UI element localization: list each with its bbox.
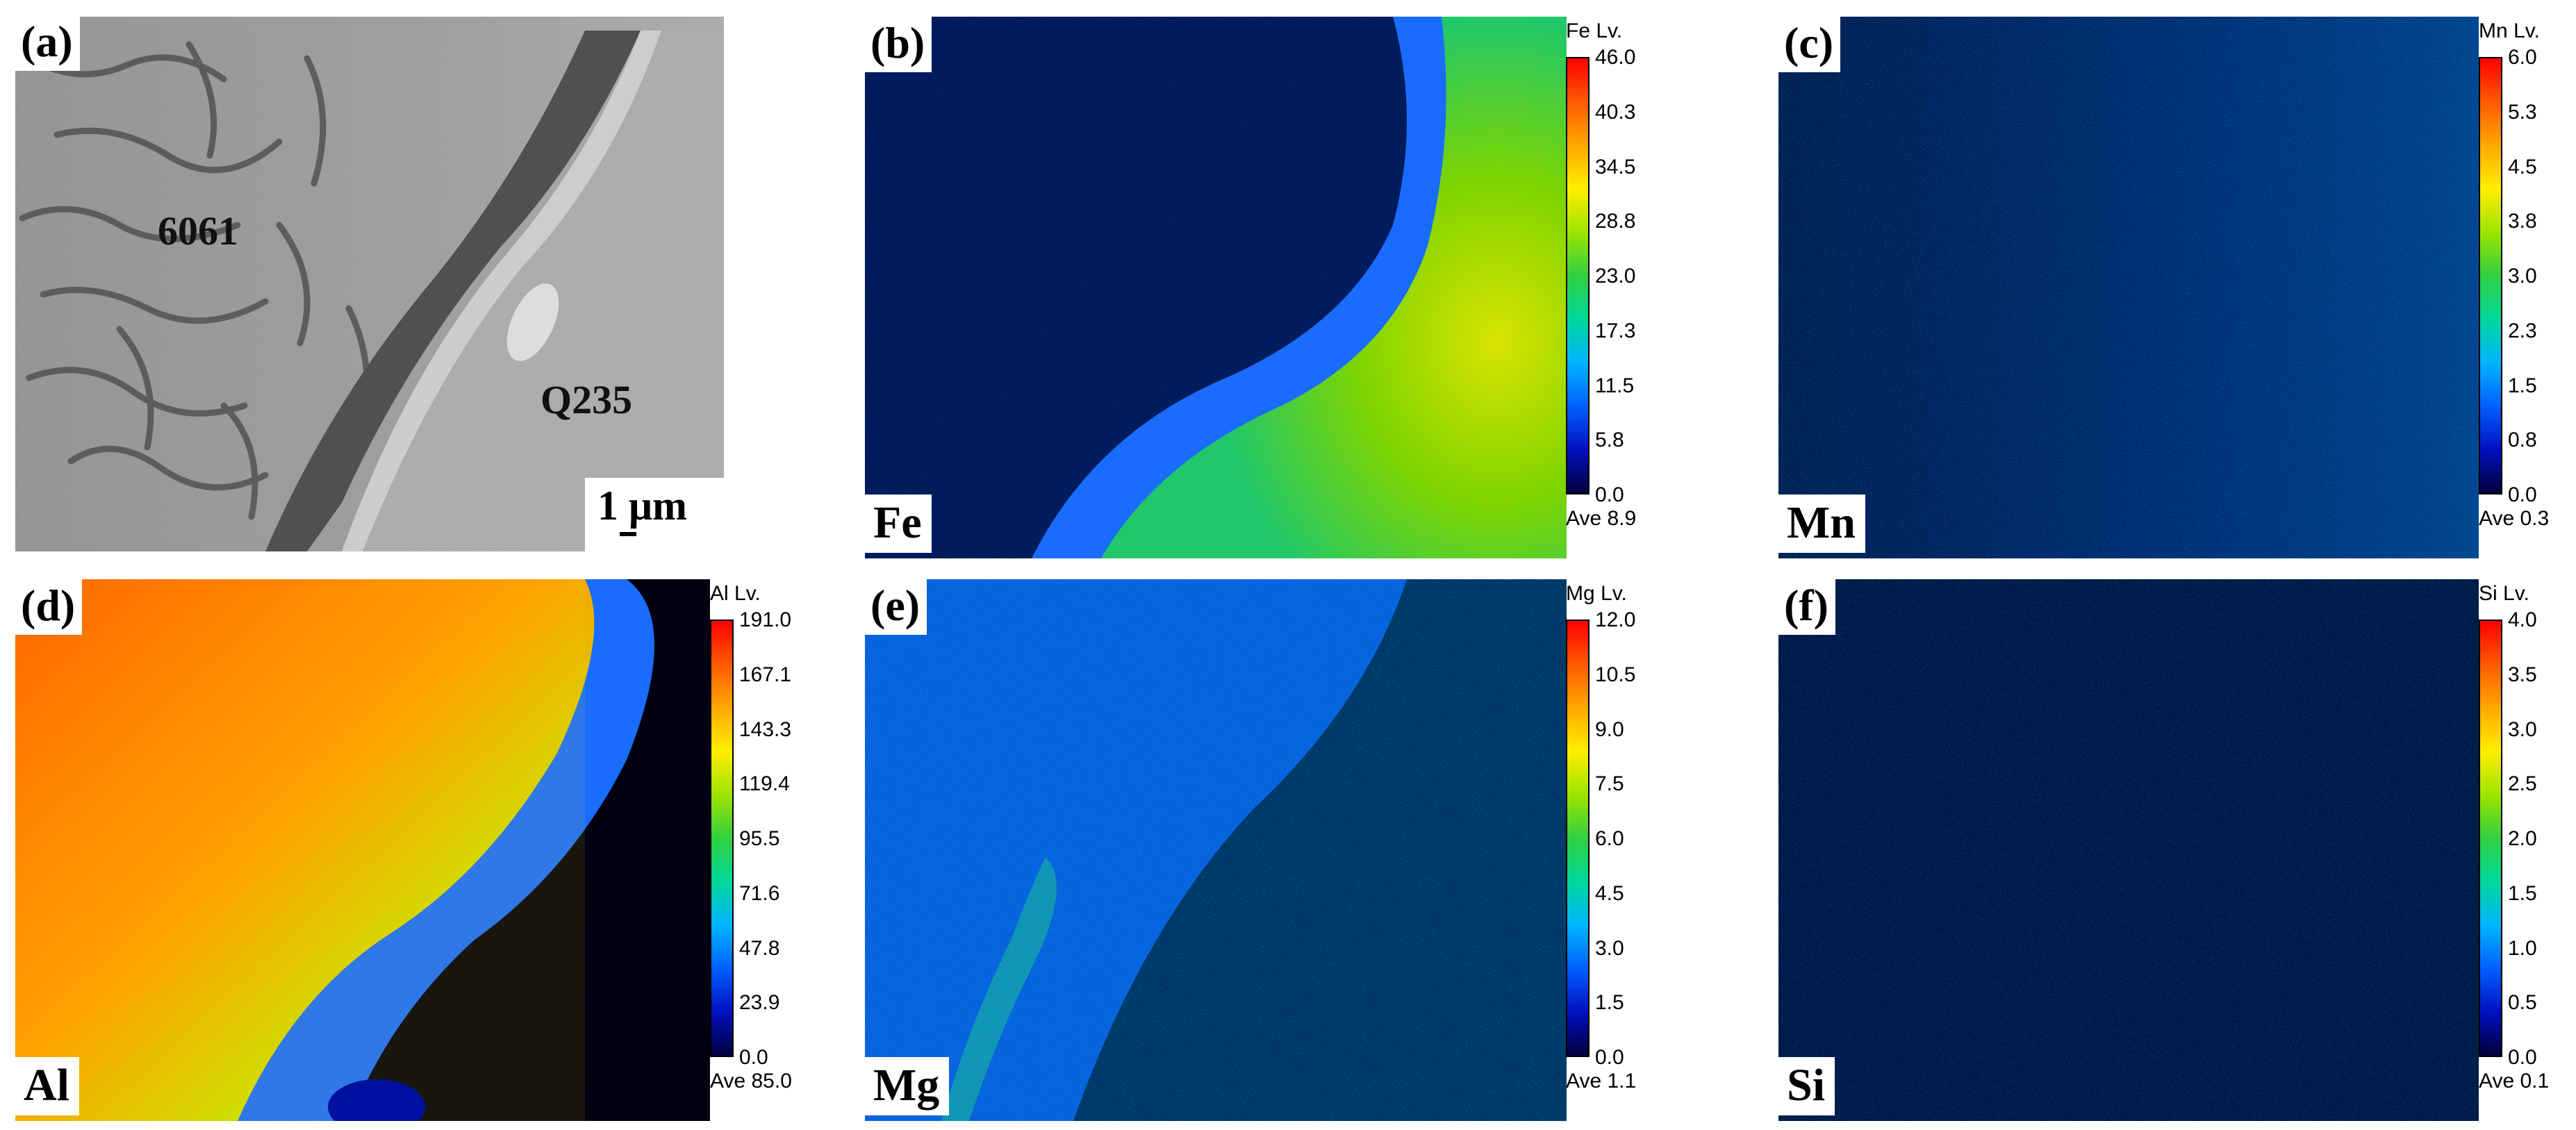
al-map-panel: (d) Al: [15, 579, 710, 1121]
si-element-label: Si: [1778, 1057, 1835, 1115]
al-element-label: Al: [15, 1057, 79, 1115]
colorbar-gradient: [710, 620, 734, 1057]
si-colorbar: Si Lv. 4.0 3.5 3.0 2.5 2.0 1.5 1.0 0.5 0.0 Ave 0.1: [2479, 579, 2569, 1121]
scale-bar-line: [620, 532, 636, 536]
sem-micrograph: [15, 17, 724, 551]
colorbar-tick-label: 46.0: [1595, 46, 1636, 69]
colorbar-tick-label: 1.5: [2508, 881, 2537, 905]
colorbar-tick-label: 2.5: [2508, 772, 2537, 796]
colorbar-tick-label: 23.9: [739, 991, 780, 1015]
panel-f-label: (f): [1778, 579, 1835, 635]
colorbar-gradient: [2479, 620, 2502, 1057]
fe-distribution-map: [865, 17, 1567, 558]
mn-distribution-map: [1778, 17, 2479, 558]
colorbar-tick-label: 191.0: [739, 608, 792, 631]
colorbar-title: Al Lv.: [710, 582, 761, 605]
colorbar-tick-label: 0.8: [2508, 429, 2537, 452]
colorbar-gradient: [1566, 57, 1590, 495]
colorbar-tick-label: 17.3: [1595, 319, 1636, 342]
colorbar-tick-label: 71.6: [739, 881, 780, 905]
colorbar-tick-label: 23.0: [1595, 265, 1636, 288]
panel-d-label: (d): [15, 579, 83, 635]
colorbar-tick-label: 6.0: [1595, 827, 1624, 850]
colorbar-tick-label: 5.8: [1595, 429, 1624, 452]
colorbar-tick-label: 0.0: [2508, 1046, 2537, 1069]
sem-panel: (a) 6061 Q235 1 μm: [15, 17, 725, 553]
colorbar-title: Si Lv.: [2479, 582, 2529, 605]
al-colorbar: Al Lv. 191.0 167.1 143.3 119.4 95.5 71.6 47.8 23…: [710, 579, 814, 1121]
colorbar-title: Mn Lv.: [2479, 19, 2540, 42]
colorbar-tick-label: 11.5: [1595, 374, 1635, 397]
fe-colorbar: Fe Lv. 46.0 40.3 34.5 28.8 23.0 17.3 11.5 5.8 0.0…: [1566, 17, 1656, 558]
panel-b-label: (b): [865, 17, 932, 72]
colorbar-tick-label: 95.5: [739, 827, 780, 850]
colorbar-tick-label: 3.0: [2508, 265, 2537, 288]
mg-element-label: Mg: [865, 1057, 950, 1115]
colorbar-tick-label: 3.8: [2508, 210, 2537, 233]
colorbar-tick-label: 167.1: [739, 663, 792, 686]
colorbar-tick-label: 10.5: [1595, 663, 1636, 686]
colorbar-tick-label: 2.0: [2508, 827, 2537, 850]
colorbar-tick-label: 0.0: [1595, 483, 1624, 506]
colorbar-tick-label: 4.5: [2508, 155, 2537, 178]
colorbar-average: Ave 85.0: [710, 1070, 792, 1092]
colorbar-tick-label: 2.3: [2508, 319, 2537, 342]
colorbar-tick-label: 4.5: [1595, 881, 1624, 905]
scale-bar-text: 1 μm: [597, 483, 687, 529]
colorbar-tick-label: 0.5: [2508, 991, 2537, 1015]
colorbar-average: Ave 0.3: [2479, 507, 2550, 530]
colorbar-gradient: [1566, 620, 1590, 1057]
mn-colorbar: Mn Lv. 6.0 5.3 4.5 3.8 3.0 2.3 1.5 0.8 0.0 Ave 0.3: [2479, 17, 2569, 558]
steel-q235-label: Q235: [540, 377, 633, 422]
colorbar-tick-label: 34.5: [1595, 155, 1636, 178]
colorbar-title: Mg Lv.: [1566, 582, 1627, 605]
si-distribution-map: [1778, 579, 2479, 1121]
colorbar-average: Ave 1.1: [1566, 1070, 1637, 1092]
colorbar-tick-label: 3.0: [1595, 936, 1624, 960]
colorbar-average: Ave 8.9: [1566, 507, 1637, 530]
colorbar-tick-label: 5.3: [2508, 100, 2537, 124]
colorbar-tick-label: 0.0: [1595, 1046, 1624, 1069]
colorbar-tick-label: 1.0: [2508, 936, 2537, 960]
al-distribution-map: [15, 579, 710, 1121]
colorbar-title: Fe Lv.: [1566, 19, 1623, 42]
fe-map-panel: (b) Fe: [865, 17, 1567, 558]
colorbar-average: Ave 0.1: [2479, 1070, 2550, 1092]
colorbar-gradient: [2479, 57, 2502, 495]
panel-e-label: (e): [865, 579, 927, 635]
colorbar-tick-label: 7.5: [1595, 772, 1624, 796]
mg-distribution-map: [865, 579, 1567, 1121]
colorbar-tick-label: 3.0: [2508, 717, 2537, 741]
colorbar-tick-label: 12.0: [1595, 608, 1636, 631]
colorbar-tick-label: 0.0: [2508, 483, 2537, 506]
colorbar-tick-label: 4.0: [2508, 608, 2537, 631]
scale-bar-box: 1 μm: [585, 478, 725, 553]
colorbar-tick-label: 6.0: [2508, 46, 2537, 69]
mg-colorbar: Mg Lv. 12.0 10.5 9.0 7.5 6.0 4.5 3.0 1.5 0.0 Ave 1…: [1566, 579, 1656, 1121]
mn-element-label: Mn: [1778, 495, 1865, 553]
colorbar-tick-label: 40.3: [1595, 100, 1636, 124]
fe-element-label: Fe: [865, 495, 932, 553]
colorbar-tick-label: 119.4: [739, 772, 790, 796]
colorbar-tick-label: 47.8: [739, 936, 780, 960]
alloy-6061-label: 6061: [158, 208, 238, 254]
colorbar-tick-label: 143.3: [739, 717, 792, 741]
colorbar-tick-label: 3.5: [2508, 663, 2537, 686]
colorbar-tick-label: 1.5: [1595, 991, 1624, 1015]
mn-map-panel: (c) Mn: [1778, 17, 2479, 558]
mg-map-panel: (e) Mg: [865, 579, 1567, 1121]
panel-c-label: (c): [1778, 17, 1841, 72]
si-map-panel: (f) Si: [1778, 579, 2479, 1121]
colorbar-tick-label: 0.0: [739, 1046, 768, 1069]
colorbar-tick-label: 1.5: [2508, 374, 2537, 397]
colorbar-tick-label: 28.8: [1595, 210, 1636, 233]
colorbar-tick-label: 9.0: [1595, 717, 1624, 741]
panel-a-label: (a): [15, 17, 80, 71]
